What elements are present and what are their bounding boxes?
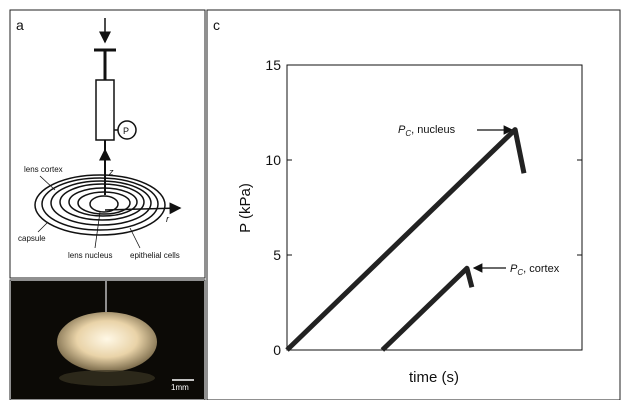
symbol: P <box>510 263 518 275</box>
annotation-text: , nucleus <box>411 124 456 136</box>
annotation: PC, nucleus <box>398 124 514 138</box>
axis-label: r <box>166 214 170 224</box>
annotation-text: PC, cortex <box>510 263 560 277</box>
y-axis-label: P (kPa) <box>237 183 254 233</box>
axis-label: z <box>108 167 114 177</box>
data-line <box>380 265 475 352</box>
part-label: capsule <box>18 234 46 243</box>
y-tick-label: 15 <box>265 57 281 73</box>
scale-label: 1mm <box>171 383 189 392</box>
annotation-text: PC, nucleus <box>398 124 456 138</box>
part-label: lens nucleus <box>68 251 112 260</box>
y-tick-label: 0 <box>273 342 281 358</box>
data-line <box>285 127 527 352</box>
part-label: epithelial cells <box>130 251 180 260</box>
x-axis-label: time (s) <box>409 369 459 386</box>
plot-frame <box>286 64 583 351</box>
panel-frame <box>9 9 206 279</box>
pump-label: P <box>123 126 129 136</box>
symbol: P <box>398 124 406 136</box>
subscript: C <box>405 129 411 138</box>
annotation: PC, cortex <box>472 263 560 277</box>
panel-label: c <box>213 17 220 33</box>
reflection <box>59 370 155 386</box>
syringe-diagram <box>34 18 182 249</box>
lens-photo <box>57 312 157 372</box>
y-tick-label: 10 <box>265 152 281 168</box>
panel-label: a <box>16 17 24 33</box>
part-label: lens cortex <box>24 165 63 174</box>
y-tick-label: 5 <box>273 247 281 263</box>
annotation-text: , cortex <box>523 263 560 275</box>
subscript: C <box>517 268 523 277</box>
